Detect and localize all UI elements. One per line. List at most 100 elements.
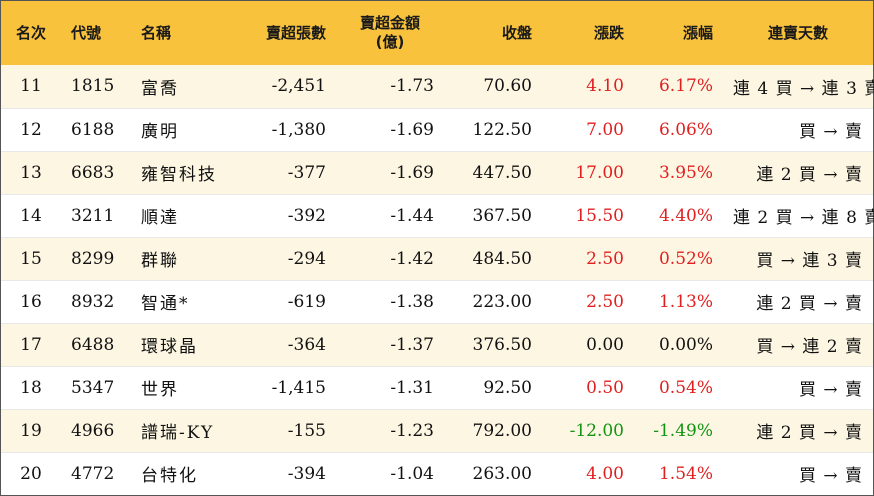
table-row: 18 5347 世界 -1,415 -1.31 92.50 0.50 0.54% 買 → 賣 (1, 365, 873, 409)
cell-code: 4966 (61, 408, 131, 452)
cell-change-pct: 0.54% (634, 365, 723, 409)
cell-change-pct: 3.95% (634, 150, 723, 194)
cell-change-pct: 1.13% (634, 279, 723, 323)
cell-streak: 連 2 買 → 賣 (723, 150, 873, 194)
cell-name: 智通* (131, 279, 231, 323)
cell-rank: 11 (20, 76, 42, 97)
cell-change: 15.50 (542, 193, 634, 237)
cell-close: 367.50 (444, 193, 542, 237)
cell-net-sell-amount: -1.69 (336, 150, 444, 194)
header-name: 名稱 (141, 23, 172, 42)
table-row: 11 1815 富喬 -2,451 -1.73 70.60 4.10 6.17% 連 4 買 →… (1, 65, 874, 108)
cell-streak: 買 → 賣 (723, 107, 873, 151)
cell-code: 6683 (61, 150, 131, 194)
header-change-pct: 漲幅 (682, 23, 713, 42)
table-header-row: 名次 代號 名稱 賣超張數 賣超金額 (億) 收盤 漲跌 漲幅 連賣天數 (1, 1, 873, 65)
cell-change: 0.00 (542, 322, 634, 366)
cell-net-sell-lots: -619 (231, 279, 336, 323)
cell-code: 6188 (61, 107, 131, 151)
cell-close: 70.60 (483, 76, 532, 97)
table-row: 13 6683 雍智科技 -377 -1.69 447.50 17.00 3.95% 連 2 買… (1, 150, 873, 194)
cell-name: 雍智科技 (131, 150, 231, 194)
header-net-sell-amount-line2: (億) (375, 33, 405, 51)
cell-streak: 連 4 買 → 連 3 賣 (733, 78, 874, 99)
cell-streak: 連 2 買 → 賣 (723, 279, 873, 323)
cell-net-sell-lots: -2,451 (271, 76, 326, 97)
cell-name: 譜瑞-KY (131, 408, 231, 452)
cell-name: 台特化 (131, 451, 231, 495)
cell-change: 4.10 (586, 76, 624, 97)
cell-net-sell-amount: -1.04 (336, 451, 444, 495)
cell-net-sell-lots: -394 (231, 451, 336, 495)
cell-rank: 20 (1, 451, 61, 495)
cell-streak: 買 → 連 3 賣 (723, 236, 873, 280)
cell-change-pct: 0.00% (634, 322, 723, 366)
cell-close: 263.00 (444, 451, 542, 495)
cell-net-sell-amount: -1.42 (336, 236, 444, 280)
cell-streak: 買 → 賣 (723, 451, 873, 495)
cell-change-pct: 6.17% (658, 76, 713, 97)
cell-code: 8932 (61, 279, 131, 323)
table-row: 17 6488 環球晶 -364 -1.37 376.50 0.00 0.00% 買 → 連 2… (1, 322, 873, 366)
table-body: 11 1815 富喬 -2,451 -1.73 70.60 4.10 6.17% 連 4 買 →… (1, 65, 874, 495)
cell-rank: 17 (1, 322, 61, 366)
header-streak: 連賣天數 (767, 23, 828, 42)
header-net-sell-amount: 賣超金額 (億) (336, 1, 444, 65)
cell-change: 2.50 (542, 236, 634, 280)
cell-change-pct: 1.54% (634, 451, 723, 495)
cell-net-sell-amount: -1.38 (336, 279, 444, 323)
cell-rank: 12 (1, 107, 61, 151)
table-row: 14 3211 順達 -392 -1.44 367.50 15.50 4.40% 連 2 買 →… (1, 193, 874, 237)
cell-net-sell-amount: -1.23 (336, 408, 444, 452)
cell-name: 廣明 (131, 107, 231, 151)
cell-code: 1815 (71, 76, 115, 97)
cell-net-sell-lots: -1,380 (231, 107, 336, 151)
cell-net-sell-amount: -1.31 (336, 365, 444, 409)
cell-name: 世界 (131, 365, 231, 409)
header-net-sell-lots: 賣超張數 (265, 23, 326, 42)
cell-name: 順達 (131, 193, 231, 237)
cell-change: 7.00 (542, 107, 634, 151)
cell-net-sell-amount: -1.73 (390, 76, 434, 97)
cell-net-sell-amount: -1.37 (336, 322, 444, 366)
cell-code: 5347 (61, 365, 131, 409)
cell-net-sell-amount: -1.69 (336, 107, 444, 151)
cell-name: 群聯 (131, 236, 231, 280)
cell-rank: 18 (1, 365, 61, 409)
cell-rank: 15 (1, 236, 61, 280)
table-row: 19 4966 譜瑞-KY -155 -1.23 792.00 -12.00 -1.49% 連 … (1, 408, 873, 452)
cell-streak: 連 2 買 → 連 8 賣 (723, 193, 874, 237)
cell-close: 792.00 (444, 408, 542, 452)
cell-streak: 買 → 賣 (723, 365, 873, 409)
cell-net-sell-lots: -294 (231, 236, 336, 280)
cell-change-pct: 0.52% (634, 236, 723, 280)
cell-net-sell-lots: -364 (231, 322, 336, 366)
cell-change: 0.50 (542, 365, 634, 409)
cell-close: 92.50 (444, 365, 542, 409)
table-row: 12 6188 廣明 -1,380 -1.69 122.50 7.00 6.06% 買 → 賣 (1, 107, 873, 151)
cell-rank: 19 (1, 408, 61, 452)
cell-change-pct: 4.40% (634, 193, 723, 237)
cell-net-sell-lots: -1,415 (231, 365, 336, 409)
cell-name: 富喬 (141, 78, 179, 99)
cell-code: 8299 (61, 236, 131, 280)
cell-change: 2.50 (542, 279, 634, 323)
cell-change: 17.00 (542, 150, 634, 194)
cell-name: 環球晶 (131, 322, 231, 366)
cell-close: 484.50 (444, 236, 542, 280)
table-row: 16 8932 智通* -619 -1.38 223.00 2.50 1.13% 連 2 買 →… (1, 279, 873, 323)
cell-net-sell-amount: -1.44 (336, 193, 444, 237)
header-code: 代號 (71, 23, 102, 42)
cell-rank: 14 (1, 193, 61, 237)
cell-streak: 買 → 連 2 賣 (723, 322, 873, 366)
header-rank: 名次 (15, 23, 46, 42)
cell-net-sell-lots: -155 (231, 408, 336, 452)
cell-rank: 16 (1, 279, 61, 323)
cell-close: 223.00 (444, 279, 542, 323)
table-row: 20 4772 台特化 -394 -1.04 263.00 4.00 1.54% 買 → 賣 (1, 451, 873, 495)
cell-rank: 13 (1, 150, 61, 194)
table-row: 15 8299 群聯 -294 -1.42 484.50 2.50 0.52% 買 → 連 3 … (1, 236, 873, 280)
cell-code: 3211 (61, 193, 131, 237)
cell-close: 376.50 (444, 322, 542, 366)
